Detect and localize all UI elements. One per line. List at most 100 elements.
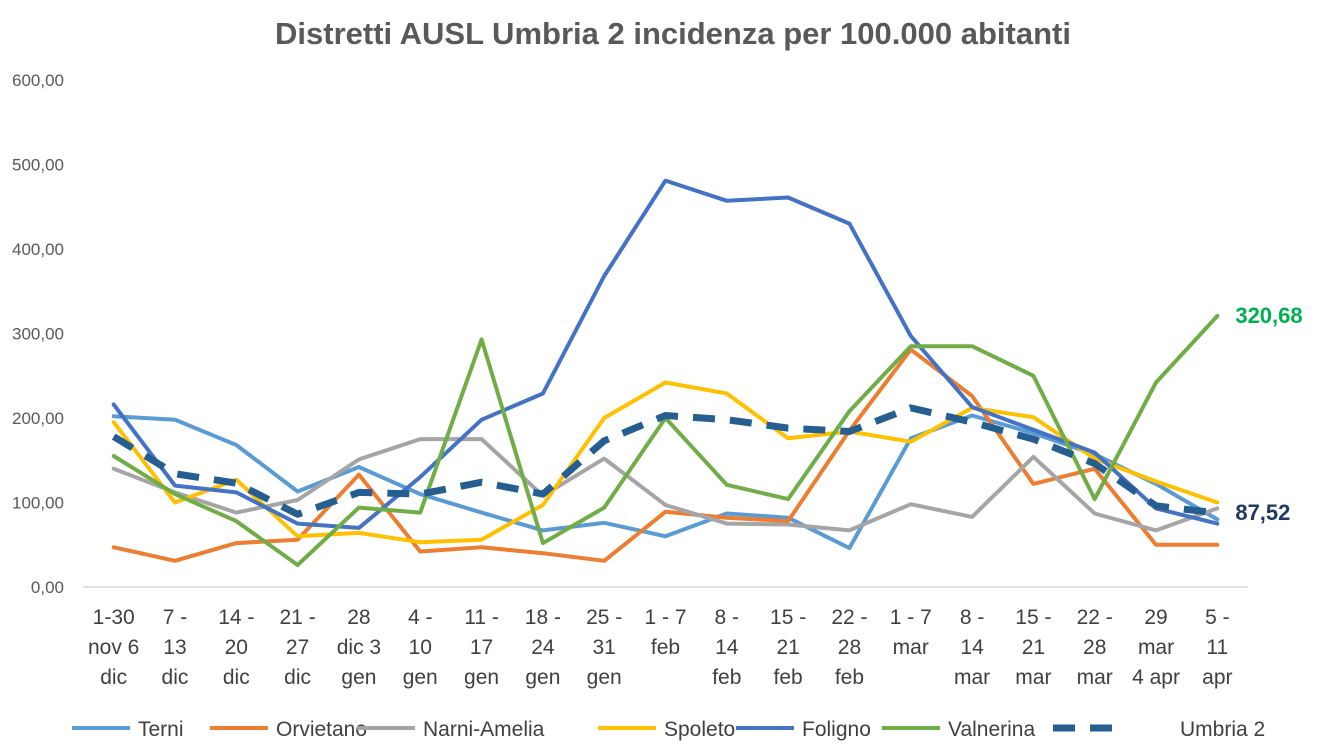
data-label: 320,68 (1235, 303, 1302, 328)
x-tick-line: feb (835, 666, 864, 689)
legend-item: Narni-Amelia (357, 718, 545, 741)
legend-item: Spoleto (598, 718, 735, 741)
x-tick-line: 28 (347, 606, 370, 629)
x-tick-label: 22 - 28 mar (1077, 606, 1113, 689)
x-tick-line: gen (587, 666, 622, 689)
x-tick-line: 5 - (1205, 606, 1230, 629)
x-tick-label: 11 - 17 gen (464, 606, 499, 689)
x-tick-line: mar (1138, 636, 1174, 659)
series-line-narni-amelia (111, 437, 1220, 533)
legend-label: Valnerina (948, 718, 1035, 741)
x-tick-line: dic (284, 666, 311, 689)
x-tick-label: 18 - 24 gen (525, 606, 561, 689)
y-tick-label: 300,00 (12, 325, 64, 344)
legend-label: Spoleto (664, 718, 735, 741)
data-labels: 320,68 87,52 (1235, 303, 1302, 525)
x-tick-line: 7 - (163, 606, 188, 629)
x-tick-line: mar (1077, 666, 1113, 689)
x-tick-label: 15 - 21 mar (1015, 606, 1051, 689)
x-tick-line: 14 (960, 636, 984, 659)
x-tick-line: 14 (715, 636, 739, 659)
y-tick-label: 400,00 (12, 240, 64, 259)
x-tick-line: 20 (225, 636, 248, 659)
x-tick-line: 27 (286, 636, 309, 659)
x-tick-line: 14 - (218, 606, 254, 629)
x-tick-line: gen (525, 666, 560, 689)
x-tick-line: mar (1015, 666, 1051, 689)
x-tick-line: 1-30 (93, 606, 135, 629)
series-lines (111, 178, 1220, 567)
chart-title: Distretti AUSL Umbria 2 incidenza per 10… (275, 16, 1071, 51)
series-line-foligno (111, 178, 1220, 530)
x-tick-label: 29 mar 4 apr (1132, 606, 1180, 689)
x-tick-line: 4 apr (1132, 666, 1180, 689)
x-tick-line: 4 - (408, 606, 433, 629)
x-tick-line: dic (100, 666, 127, 689)
x-tick-line: nov 6 (88, 636, 139, 659)
x-tick-line: 28 (1083, 636, 1106, 659)
x-tick-line: feb (774, 666, 803, 689)
x-tick-line: 21 (776, 636, 799, 659)
x-tick-label: 21 - 27 dic (280, 606, 316, 689)
legend: Terni Orvietano Narni-Amelia Spoleto Foligno… (72, 718, 1265, 741)
x-tick-line: 21 - (280, 606, 316, 629)
y-tick-label: 600,00 (12, 71, 64, 90)
x-axis: 1-30 nov 6 dic 7 - 13 dic 14 - 20 dic 21 - 27 dic 28… (88, 606, 1233, 689)
x-tick-line: 22 - (1077, 606, 1113, 629)
legend-item: Foligno (736, 718, 871, 741)
x-tick-label: 28 dic 3 gen (337, 606, 381, 689)
x-tick-line: 21 (1022, 636, 1045, 659)
legend-label: Foligno (802, 718, 871, 741)
x-tick-label: 8 - 14 mar (954, 606, 990, 689)
legend-item: Terni (72, 718, 184, 741)
series-line-umbria-2 (111, 404, 1218, 518)
x-tick-label: 4 - 10 gen (403, 606, 438, 689)
x-tick-label: 22 - 28 feb (831, 606, 867, 689)
x-tick-label: 1 - 7 mar (890, 606, 932, 659)
x-tick-label: 5 - 11 apr (1202, 606, 1232, 689)
legend-item: Umbria 2 (1053, 718, 1265, 741)
x-tick-label: 25 - 31 gen (586, 606, 622, 689)
x-tick-line: 11 (1206, 636, 1228, 659)
x-tick-line: 8 - (960, 606, 985, 629)
series-line-orvietano (111, 347, 1220, 563)
legend-item: Valnerina (882, 718, 1035, 741)
legend-item: Orvietano (210, 718, 367, 741)
x-tick-line: 24 (531, 636, 555, 659)
x-tick-line: gen (341, 666, 376, 689)
x-tick-line: 8 - (715, 606, 740, 629)
x-tick-line: feb (712, 666, 741, 689)
x-tick-line: 25 - (586, 606, 622, 629)
legend-label: Umbria 2 (1180, 718, 1265, 741)
series-line-spoleto (111, 380, 1220, 545)
x-tick-line: 13 (163, 636, 186, 659)
x-tick-line: 22 - (831, 606, 867, 629)
x-tick-line: 10 (409, 636, 432, 659)
x-tick-line: 17 (470, 636, 493, 659)
x-tick-line: 18 - (525, 606, 561, 629)
x-tick-line: 1 - 7 (644, 606, 686, 629)
x-tick-label: 1 - 7 feb (644, 606, 686, 659)
x-tick-line: gen (464, 666, 499, 689)
x-tick-label: 15 - 21 feb (770, 606, 806, 689)
x-tick-line: 1 - 7 (890, 606, 932, 629)
x-tick-line: 29 (1144, 606, 1167, 629)
x-tick-line: 15 - (1015, 606, 1051, 629)
data-label: 87,52 (1235, 500, 1290, 525)
x-tick-label: 14 - 20 dic (218, 606, 254, 689)
y-axis: 0,00 100,00 200,00 300,00 400,00 500,00 600,00 (12, 71, 64, 597)
legend-label: Orvietano (276, 718, 367, 741)
x-tick-line: dic (223, 666, 250, 689)
x-tick-line: 15 - (770, 606, 806, 629)
y-tick-label: 500,00 (12, 156, 64, 175)
x-tick-line: feb (651, 636, 680, 659)
x-tick-line: dic (162, 666, 189, 689)
legend-label: Terni (138, 718, 184, 741)
x-tick-label: 8 - 14 feb (712, 606, 741, 689)
x-tick-line: dic 3 (337, 636, 381, 659)
x-tick-label: 1-30 nov 6 dic (88, 606, 139, 689)
y-tick-label: 200,00 (12, 409, 64, 428)
series-line-terni (111, 413, 1220, 551)
x-tick-line: apr (1202, 666, 1232, 689)
